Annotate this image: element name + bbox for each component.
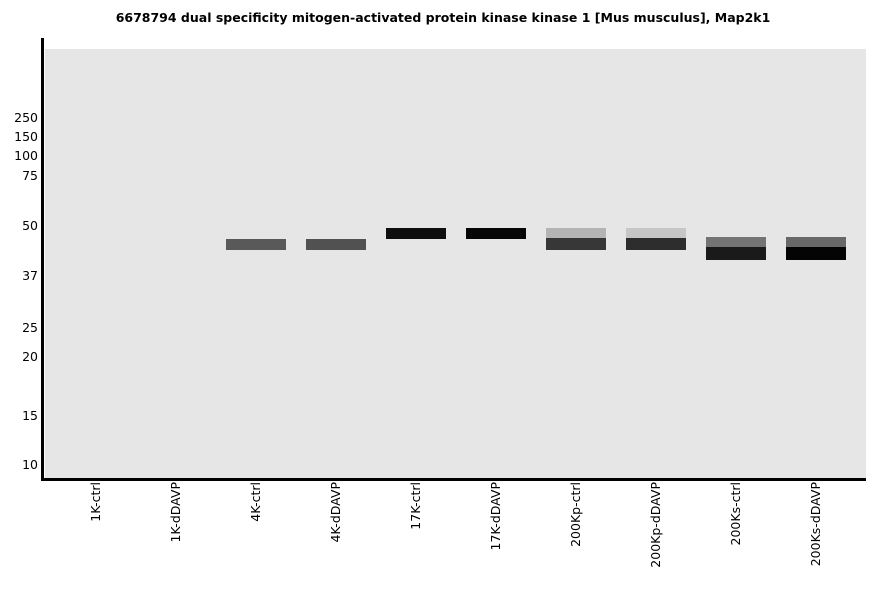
lane-label: 200Ks-ctrl	[728, 482, 743, 546]
gel-band	[546, 238, 606, 250]
lane-label: 17K-ctrl	[408, 482, 423, 530]
gel-band	[626, 238, 686, 250]
gel-band	[786, 247, 846, 260]
gel-band	[306, 239, 366, 250]
lane-label: 200Ks-dDAVP	[808, 482, 823, 567]
y-tick-label: 50	[22, 218, 38, 233]
x-axis-line	[41, 478, 866, 481]
y-tick-label: 250	[14, 110, 38, 125]
y-tick-label: 37	[22, 268, 38, 283]
gel-band	[626, 228, 686, 238]
lane-label: 4K-ctrl	[248, 482, 263, 522]
y-tick-label: 100	[14, 148, 38, 163]
plot-area-background	[45, 49, 866, 478]
y-axis-line	[41, 38, 44, 481]
lane-label: 4K-dDAVP	[328, 482, 343, 543]
lane-label: 1K-ctrl	[88, 482, 103, 522]
y-tick-label: 150	[14, 129, 38, 144]
y-tick-label: 20	[22, 349, 38, 364]
gel-band	[706, 237, 766, 247]
y-tick-label: 75	[22, 168, 38, 183]
y-tick-label: 10	[22, 457, 38, 472]
gel-band	[546, 228, 606, 238]
gel-band	[386, 228, 446, 239]
y-tick-label: 25	[22, 320, 38, 335]
gel-band	[226, 239, 286, 250]
lane-label: 200Kp-dDAVP	[648, 482, 663, 568]
lane-label: 1K-dDAVP	[168, 482, 183, 543]
gel-band	[706, 247, 766, 260]
lane-label: 17K-dDAVP	[488, 482, 503, 551]
gel-band	[466, 228, 526, 239]
gel-band	[786, 237, 846, 247]
chart-title: 6678794 dual specificity mitogen-activat…	[115, 10, 771, 25]
lane-label: 200Kp-ctrl	[568, 482, 583, 547]
y-tick-label: 15	[22, 408, 38, 423]
